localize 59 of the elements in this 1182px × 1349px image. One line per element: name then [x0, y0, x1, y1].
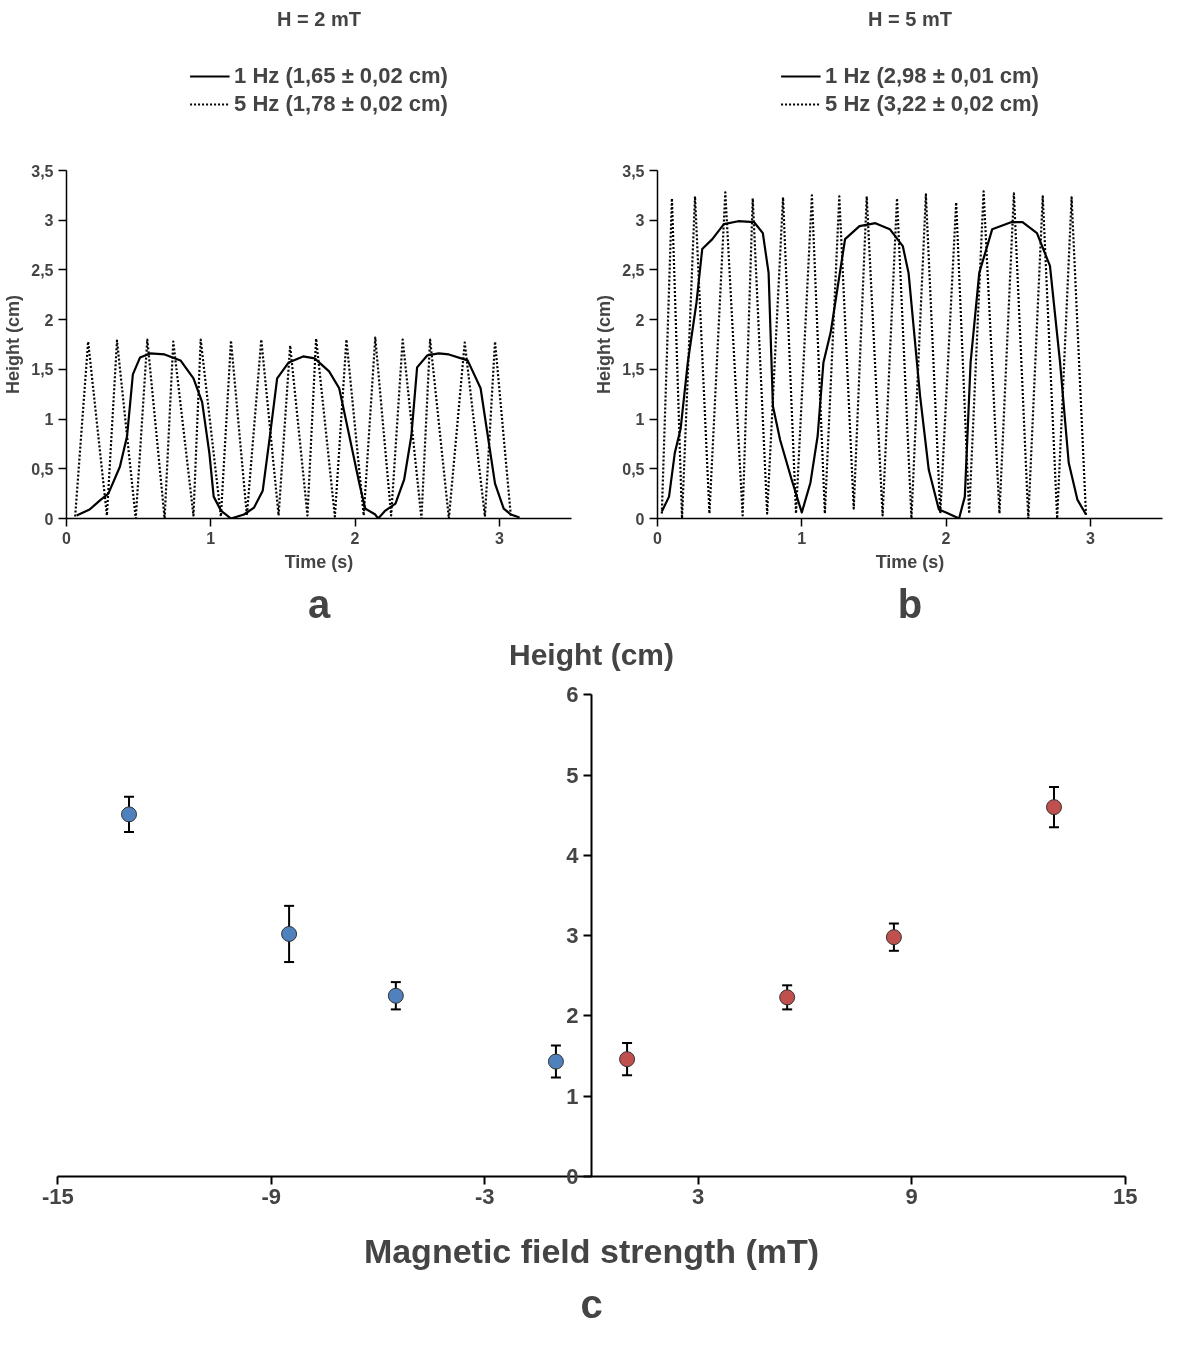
y-tick-label: 6: [566, 682, 579, 708]
y-tick-label: 1: [635, 411, 645, 429]
y-tick-label: 3: [635, 212, 645, 230]
legend-label: 1 Hz (2,98 ± 0,01 cm): [825, 62, 1039, 89]
x-axis-title: Time (s): [284, 551, 354, 572]
y-tick-label: 2: [44, 311, 54, 329]
y-tick-label: 1: [44, 411, 54, 429]
point: [121, 806, 138, 823]
chart-title: H = 2 mT: [277, 7, 361, 30]
text: a: [307, 581, 331, 626]
x-tick-label: 1: [206, 529, 216, 547]
y-tick-label: 0: [44, 510, 54, 528]
y-axis-title: Height (cm): [3, 294, 24, 394]
y-tick-label: 5: [566, 762, 579, 788]
x-tick-label: 2: [350, 529, 360, 547]
y-tick-label: 1: [566, 1083, 579, 1109]
x-tick-label: 15: [1112, 1184, 1138, 1210]
point: [885, 929, 902, 946]
y-tick-label: 2: [566, 1003, 579, 1029]
y-tick-label: 1,5: [31, 361, 54, 379]
text: c: [580, 1281, 603, 1326]
x-tick-label: 0: [653, 529, 663, 547]
point: [779, 989, 796, 1006]
legend-label: 5 Hz (3,22 ± 0,02 cm): [825, 90, 1039, 117]
y-tick-label: 2: [635, 311, 645, 329]
point: [619, 1051, 636, 1068]
chart-title: H = 5 mT: [868, 7, 952, 30]
x-tick-label: 2: [941, 529, 951, 547]
point: [387, 987, 404, 1004]
y-tick-label: 3,5: [622, 162, 645, 180]
point: [1045, 799, 1062, 816]
x-tick-label: -9: [261, 1184, 282, 1210]
y-tick-label: 2,5: [31, 261, 54, 279]
x-axis-title: Magnetic field strength (mT): [363, 1231, 820, 1270]
x-tick-label: 9: [905, 1184, 918, 1210]
x-tick-label: 3: [1085, 529, 1095, 547]
x-tick-label: 3: [494, 529, 504, 547]
x-axis-title: Time (s): [875, 551, 945, 572]
x-tick-label: 1: [797, 529, 807, 547]
legend-label: 1 Hz (1,65 ± 0,02 cm): [234, 62, 448, 89]
y-tick-label: 1,5: [622, 361, 645, 379]
y-axis-title: Height (cm): [509, 637, 674, 671]
y-axis-title: Height (cm): [594, 294, 615, 394]
x-tick-label: 3: [692, 1184, 705, 1210]
y-tick-label: 0,5: [31, 460, 54, 478]
legend-label: 5 Hz (1,78 ± 0,02 cm): [234, 90, 448, 117]
y-tick-label: 0,5: [622, 460, 645, 478]
x-tick-label: 0: [62, 529, 72, 547]
y-tick-label: 3: [44, 212, 54, 230]
y-tick-label: 0: [635, 510, 645, 528]
text: b: [897, 581, 923, 626]
point: [281, 925, 298, 942]
y-tick-label: 2,5: [622, 261, 645, 279]
point: [547, 1053, 564, 1070]
x-tick-label: -15: [41, 1184, 74, 1210]
x-tick-label: -3: [474, 1184, 495, 1210]
y-tick-label: 3,5: [31, 162, 54, 180]
y-tick-label: 4: [566, 842, 580, 868]
y-tick-label: 3: [566, 923, 579, 949]
